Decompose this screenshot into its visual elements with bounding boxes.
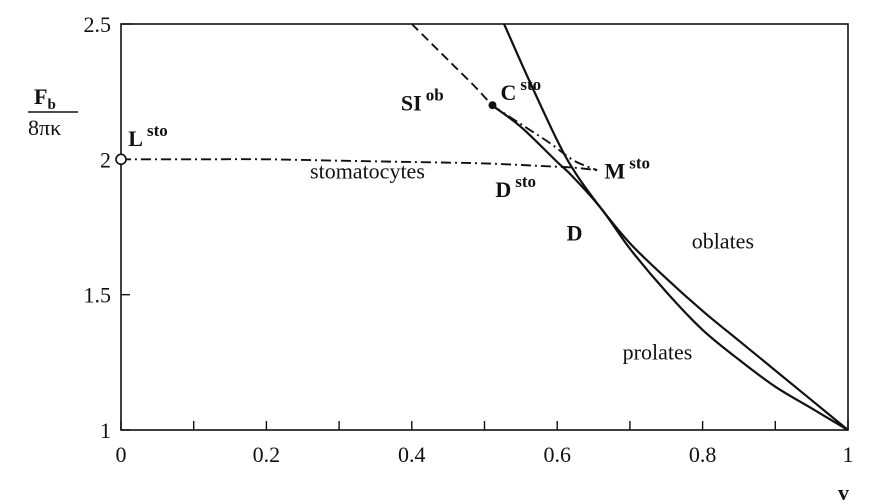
y-tick-label: 1.5	[84, 283, 112, 308]
x-tick-label: 0.4	[398, 442, 426, 467]
curve-branch-3	[491, 104, 598, 172]
series-label-stomatocytes: stomatocytes	[310, 158, 425, 183]
curve-oblates	[503, 23, 849, 431]
series-labels: oblates prolates stomatocytes	[310, 158, 754, 364]
x-axis-label: v	[838, 480, 849, 504]
y-tick-label: 1	[100, 418, 111, 443]
x-tick-label: 0.8	[689, 442, 717, 467]
y-tick-label: 2	[100, 147, 111, 172]
x-tick-label: 0.2	[253, 442, 281, 467]
y-axis-label-numerator: Fb	[34, 84, 56, 113]
y-axis-label-denominator: 8πκ	[28, 115, 61, 140]
curve-prolates	[491, 104, 849, 431]
point-label-D: D	[567, 221, 583, 246]
x-tick-label: 0	[116, 442, 127, 467]
point-marker-C	[488, 101, 497, 110]
plot-frame	[120, 23, 849, 431]
y-axis-label: Fb 8πκ	[28, 84, 78, 140]
point-marker-L	[115, 153, 127, 166]
series-label-oblates: oblates	[692, 229, 754, 254]
series-label-prolates: prolates	[623, 340, 693, 365]
curves	[121, 23, 849, 431]
x-tick-label: 1	[843, 442, 854, 467]
point-label-SI-ob: SI ob	[401, 86, 444, 116]
x-tick-label: 0.6	[543, 442, 571, 467]
axes: 0 0.2 0.4 0.6 0.8 1 1 1.5 2 2.5	[84, 12, 854, 467]
curve-branch-4	[411, 23, 493, 106]
y-tick-label: 2.5	[84, 12, 112, 37]
curve-stomatocytes	[121, 158, 598, 172]
